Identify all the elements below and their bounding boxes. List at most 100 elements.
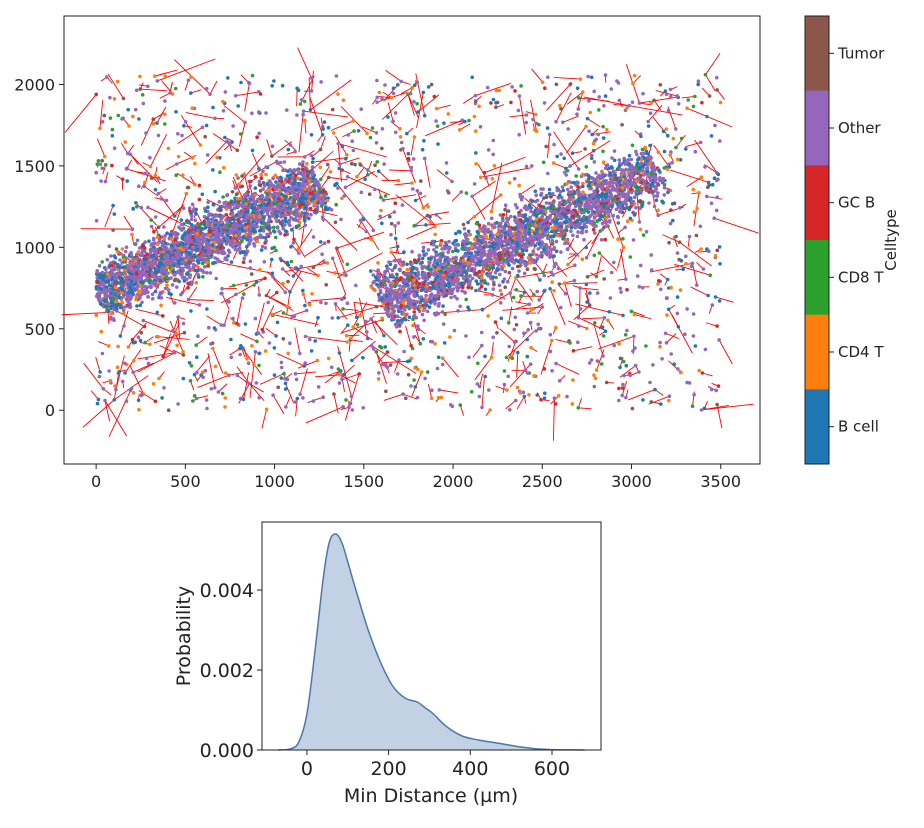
cell-point [488,408,492,412]
cell-point [105,288,109,292]
cell-point [110,163,114,168]
cell-point [617,398,621,403]
cell-point [705,114,709,119]
cell-point [138,280,143,284]
neighbor-line [249,383,265,402]
neighbor-line [265,328,277,337]
cell-point [253,316,258,321]
cell-point [244,283,249,287]
neighbor-line [555,92,572,122]
cell-point [142,184,147,189]
cell-point [486,148,491,152]
cell-point [253,203,257,207]
cell-point [267,205,272,210]
cell-point [232,206,237,211]
cell-point [459,190,464,194]
cell-point [272,79,276,83]
cell-point [221,99,225,104]
cell-point [714,388,718,393]
cell-point [281,168,285,172]
cell-point [355,174,359,179]
neighbor-line [587,269,605,278]
cell-point [575,86,580,90]
cell-point [223,135,227,140]
cell-point [285,192,290,196]
cell-point [669,150,673,154]
cell-point [204,123,209,128]
cell-point [552,142,556,147]
cell-point [675,251,680,255]
cell-point [497,88,502,93]
cell-point [298,102,303,106]
cell-point [271,393,275,398]
cell-point [118,277,123,281]
cell-point [638,263,643,268]
cell-point [123,249,128,254]
cell-point [388,363,393,367]
cell-point [146,84,150,89]
cell-point [401,146,405,151]
neighbor-line [143,320,175,334]
cell-point [307,179,312,183]
neighbor-line [402,393,418,400]
neighbor-line [342,308,359,311]
cell-point [699,247,703,251]
cell-point [100,120,105,124]
cell-point [399,140,404,145]
neighbor-line [135,308,163,317]
neighbor-line [338,143,387,158]
cell-point [519,294,523,298]
cell-point [246,190,251,194]
neighbor-line [371,345,417,374]
cell-point [641,233,646,237]
cell-point [243,253,248,257]
cell-point [148,250,153,254]
cell-point [103,299,107,304]
cell-point [250,111,254,116]
cell-point [718,262,722,266]
cell-point [160,197,164,201]
cell-point [489,355,494,360]
cell-point [337,351,342,355]
cell-point [550,338,554,343]
cell-point [656,282,660,286]
neighbor-line [411,371,423,397]
cell-point [156,242,160,247]
cell-point [367,192,372,196]
cell-point [380,97,384,101]
cell-point [419,370,424,374]
cell-point [208,92,212,96]
cell-point [97,294,101,299]
cell-point [257,395,262,400]
cell-point [295,267,300,271]
neighbor-line [280,258,304,282]
cell-point [591,148,596,153]
cell-point [391,86,396,91]
neighbor-line [515,277,533,302]
cell-point [695,206,699,211]
cell-point [112,146,117,150]
cell-point [715,178,719,183]
cell-point [196,229,200,233]
cell-point [259,248,264,252]
cell-point [386,115,390,119]
neighbor-line [459,123,471,131]
cell-point [219,291,223,296]
neighbor-line [180,114,201,146]
cell-point [320,133,325,137]
cell-point [186,230,191,234]
cell-point [376,169,381,173]
neighbor-line [425,119,463,137]
cell-point [252,363,256,367]
cell-point [281,281,285,286]
neighbor-line [154,72,167,77]
cell-point [148,261,153,266]
cell-point [486,221,491,226]
cell-point [147,239,151,243]
cell-point [238,246,242,251]
cell-point [197,242,201,247]
cell-point [352,129,356,133]
cell-point [196,334,200,339]
cell-point [225,193,230,197]
cell-point [480,307,485,312]
